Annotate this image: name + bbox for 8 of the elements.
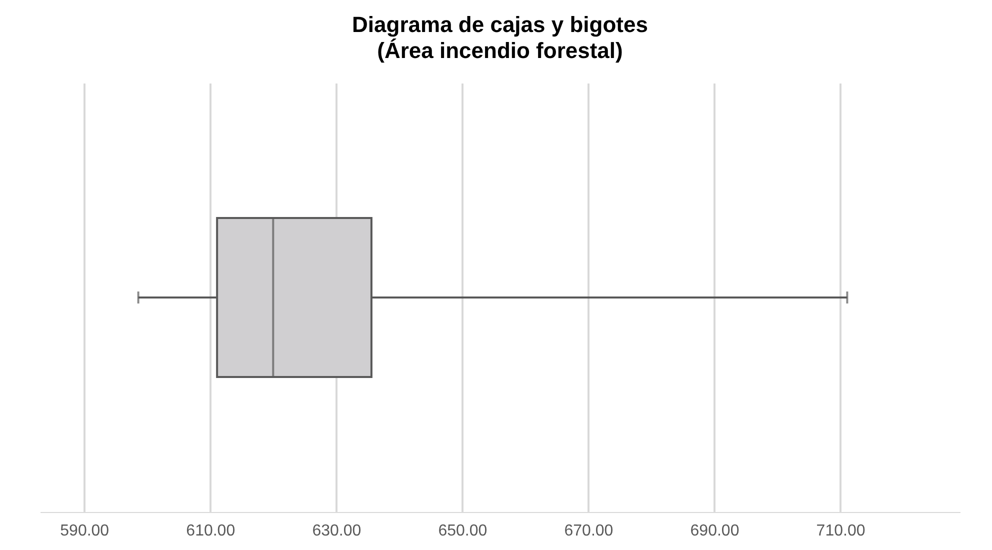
x-tick-label: 630.00 [312,522,362,540]
x-tick-label: 650.00 [438,522,488,540]
x-tick-label: 690.00 [690,522,740,540]
x-tick-label: 610.00 [186,522,236,540]
x-tick-label: 590.00 [60,522,110,540]
x-tick-label: 710.00 [816,522,866,540]
x-tick-label: 670.00 [564,522,614,540]
chart-title: Diagrama de cajas y bigotes (Área incendio forestal) [352,12,648,63]
